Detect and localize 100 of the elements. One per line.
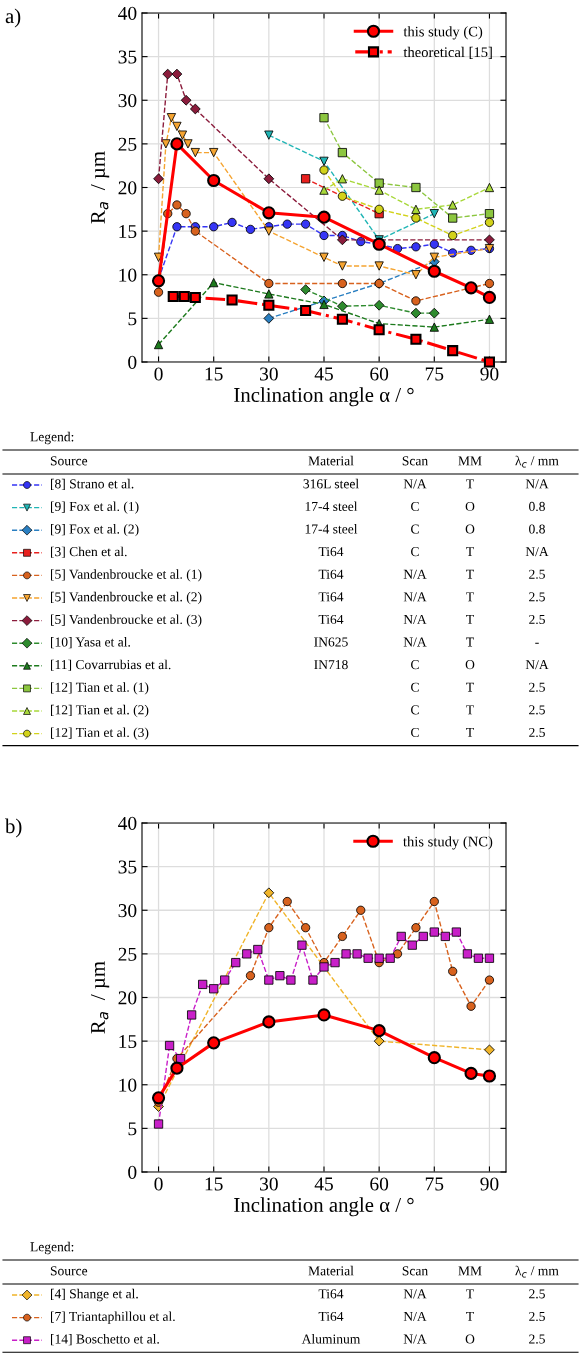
y-tick-label: 30 [118, 904, 137, 918]
y-tick-label: 5 [128, 1122, 137, 1136]
text: T [466, 569, 474, 579]
text: T [466, 1289, 474, 1299]
text: N/A [403, 1334, 427, 1344]
text: Aluminum [301, 1334, 361, 1344]
text: T [466, 614, 474, 624]
y-tick-label: 40 [118, 816, 137, 830]
legend-label: [8] Strano et al. [51, 478, 134, 491]
y-tick-label: 20 [118, 181, 137, 195]
chart-title: a) [5, 8, 21, 28]
text: MM [458, 1266, 482, 1276]
text: O [465, 524, 475, 534]
x-tick-label: 90 [480, 1177, 499, 1191]
text: Ti64 [318, 547, 344, 557]
text: C [411, 524, 419, 534]
text: 2.5 [529, 1289, 545, 1299]
text: Ti64 [318, 592, 344, 602]
x-tick-label: 60 [370, 1177, 389, 1191]
text: C [411, 501, 419, 511]
y-tick-label: 30 [118, 94, 137, 108]
text: 2.5 [529, 569, 545, 579]
legend-label: [14] Boschetto et al. [51, 1334, 159, 1346]
text: MM [458, 456, 482, 466]
legend-label: [5] Vandenbroucke et al. (3) [51, 614, 202, 627]
text: T [466, 637, 474, 647]
text: λ$_{c}$ / mm [515, 1265, 559, 1278]
legend-label: [12] Tian et al. (1) [51, 682, 149, 695]
text: 0.8 [529, 524, 545, 534]
y-tick-label: 10 [119, 1078, 137, 1092]
text: T [466, 479, 474, 489]
text: N/A [403, 614, 427, 624]
text: 2.5 [529, 1334, 545, 1344]
text: - [535, 642, 539, 644]
text: O [465, 660, 475, 670]
text: 316L steel [303, 478, 359, 489]
text: 17-4 steel [305, 524, 358, 534]
legend-label: [4] Shange et al. [51, 1288, 138, 1302]
x-tick-label: 90 [480, 367, 499, 381]
y-tick-label: 15 [119, 225, 137, 239]
text: 2.5 [529, 592, 545, 602]
y-tick-label: 15 [119, 1035, 137, 1049]
text: Scan [402, 1266, 428, 1276]
legend-label: [9] Fox et al. (1) [51, 501, 139, 514]
text: O [465, 1334, 475, 1344]
text: Scan [402, 456, 428, 466]
text: Ti64 [318, 1311, 344, 1321]
text: N/A [525, 479, 549, 489]
text: λ$_{c}$ / mm [515, 455, 559, 468]
text: 0.8 [529, 501, 545, 512]
y-tick-label: 5 [128, 312, 137, 326]
legend-label: [9] Fox et al. (2) [51, 524, 139, 537]
text: T [466, 682, 474, 692]
text: C [411, 727, 419, 737]
y-tick-label: 0 [128, 355, 137, 369]
text: 2.5 [529, 705, 545, 715]
x-tick-label: 45 [314, 367, 333, 381]
text: 2.5 [529, 682, 545, 692]
legend-label: [11] Covarrubias et al. [51, 659, 171, 671]
x-tick-label: 15 [205, 367, 223, 381]
y-tick-label: 20 [118, 991, 137, 1005]
text: O [465, 501, 475, 511]
x-tick-label: 30 [260, 1177, 278, 1191]
legend-label: this study (C) [403, 26, 483, 40]
text: N/A [403, 637, 427, 647]
text: IN625 [314, 637, 348, 647]
legend-label: this study (NC) [403, 836, 493, 850]
y-tick-label: 35 [118, 50, 137, 64]
text: N/A [403, 1311, 427, 1321]
x-tick-label: 0 [154, 1177, 163, 1191]
x-tick-label: 30 [260, 367, 278, 381]
x-tick-label: 45 [314, 1177, 333, 1191]
y-tick-label: 10 [119, 268, 137, 282]
text: C [411, 705, 419, 715]
text: 2.5 [529, 727, 545, 738]
text: N/A [403, 592, 427, 602]
x-tick-label: 75 [425, 367, 444, 381]
y-tick-label: 0 [128, 1165, 137, 1179]
x-tick-label: 15 [205, 1177, 223, 1191]
legend-label: [5] Vandenbroucke et al. (1) [51, 569, 202, 582]
text: C [411, 660, 419, 670]
legend-label: [5] Vandenbroucke et al. (2) [51, 591, 202, 605]
text: N/A [525, 660, 549, 670]
text: C [411, 547, 419, 557]
text: N/A [525, 547, 549, 557]
text: N/A [403, 569, 427, 579]
text: Ti64 [318, 569, 344, 579]
text: C [411, 682, 419, 692]
text: T [466, 1311, 474, 1321]
text: IN718 [314, 660, 348, 670]
text: T [466, 592, 474, 602]
text: Source [50, 1266, 88, 1276]
x-tick-label: 0 [154, 367, 163, 381]
y-tick-label: 35 [118, 860, 137, 874]
text: T [466, 727, 474, 737]
x-axis-title: Inclination angle α / ° [234, 1197, 414, 1217]
y-tick-label: 25 [118, 947, 137, 961]
x-axis-title: Inclination angle α / ° [234, 387, 414, 407]
legend-label: [7] Triantaphillou et al. [51, 1311, 175, 1324]
y-tick-label: 40 [118, 6, 137, 20]
